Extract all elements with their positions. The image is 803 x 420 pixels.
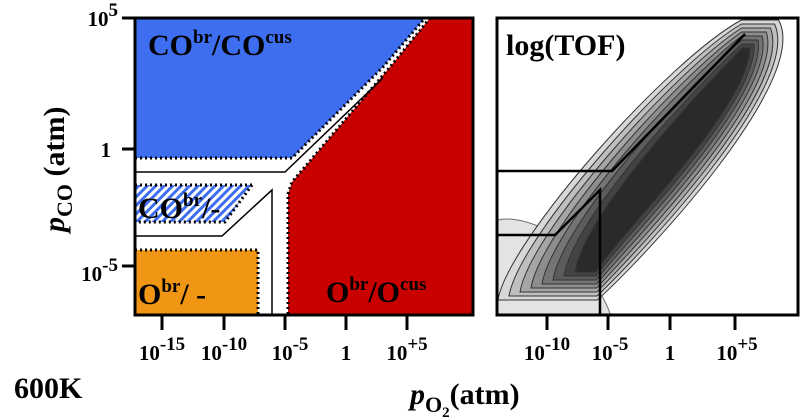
tof-contour-panel: log(TOF) 10-10 10-5 1 10+5 <box>495 16 800 365</box>
x-axis-ticks-right <box>545 315 737 330</box>
x-tick-labels-right: 10-10 10-5 1 10+5 <box>524 334 758 365</box>
x-tick-label-right-1e-10: 10-10 <box>524 334 570 365</box>
tof-contours <box>497 19 784 315</box>
x-tick-label-left-1e-10: 10-10 <box>201 334 247 365</box>
x-tick-label-left-1e5: 10+5 <box>386 334 427 365</box>
x-tick-label-right-1: 1 <box>665 341 676 365</box>
y-axis-title: pCO (atm) <box>38 107 77 235</box>
region-o-br-empty <box>135 250 258 315</box>
label-o-br-o-cus: Obr/Ocus <box>326 274 426 309</box>
x-tick-label-left-1e-5: 10-5 <box>272 334 309 365</box>
phase-diagram-frame <box>133 16 475 317</box>
x-tick-label-right-1e5: 10+5 <box>716 334 757 365</box>
x-tick-label-left-1e-15: 10-15 <box>139 334 185 365</box>
boundary-co-cus <box>135 17 427 160</box>
phase-boundaries <box>135 17 432 315</box>
region-co-br-co-cus <box>135 18 425 158</box>
y-tick-label-1e-5: 10-5 <box>81 255 118 286</box>
tof-phase-lines <box>497 33 746 315</box>
solid-line-upper <box>135 77 384 173</box>
solid-boundaries <box>135 77 384 315</box>
tof-title: log(TOF) <box>506 29 625 62</box>
y-tick-label-1e5: 105 <box>88 0 119 31</box>
phase-diagram-panel: CObr/COcus CObr/- Obr/ - Obr/Ocus 105 1 … <box>81 0 475 365</box>
temperature-label: 600K <box>14 372 83 405</box>
label-co-br-empty: CObr/- <box>138 190 220 225</box>
region-o-br-o-cus <box>288 18 473 315</box>
boundary-o-br <box>135 248 260 315</box>
x-axis-title: pO2(atm) <box>407 378 520 420</box>
region-co-br-empty <box>135 185 252 222</box>
x-tick-labels-left: 10-15 10-10 10-5 1 10+5 <box>139 334 428 365</box>
label-co-br-co-cus: CObr/COcus <box>148 27 292 62</box>
x-tick-label-left-1: 1 <box>341 341 352 365</box>
solid-line-lower <box>135 188 273 315</box>
y-axis-ticks <box>122 16 135 268</box>
label-o-br-empty: Obr/ - <box>138 276 206 311</box>
x-tick-label-right-1e-5: 10-5 <box>592 334 629 365</box>
tof-frame <box>495 16 800 317</box>
tof-contour-band <box>574 47 751 273</box>
tof-line-upper <box>497 33 746 173</box>
boundary-co-br-bottom <box>135 184 254 224</box>
x-axis-ticks-left <box>160 315 409 330</box>
tof-line-lower <box>497 186 602 315</box>
y-tick-label-1: 1 <box>101 138 112 162</box>
